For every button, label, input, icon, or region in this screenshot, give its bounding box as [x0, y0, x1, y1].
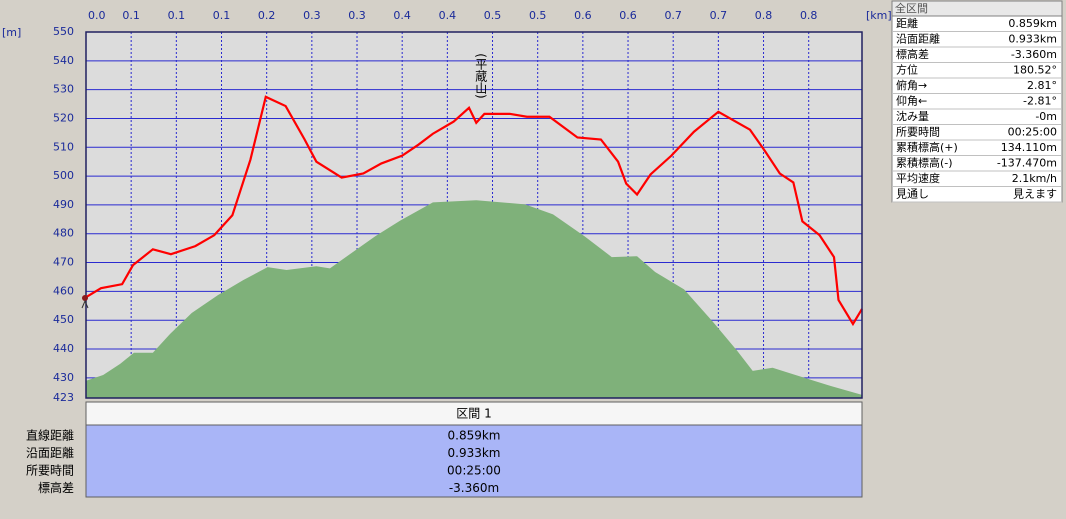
y-tick-label: 430 [53, 371, 74, 384]
y-tick-label: 470 [53, 256, 74, 269]
x-tick-label: 0.5 [529, 9, 547, 22]
info-label: 仰角← [896, 94, 927, 108]
row-label: 標高差 [38, 480, 74, 495]
info-label: 累積標高(-) [896, 156, 953, 170]
y-tick-label: 450 [53, 313, 74, 326]
info-label: 方位 [896, 63, 918, 77]
x-tick-label: 0.4 [439, 9, 457, 22]
section-body [85, 424, 863, 498]
info-value: 00:25:00 [1008, 126, 1057, 139]
x-tick-label: 0.0 [88, 9, 106, 22]
y-tick-label: 510 [53, 140, 74, 153]
x-tick-label: 0.6 [619, 9, 637, 22]
x-tick-label: 0.7 [710, 9, 728, 22]
info-value: -3.360m [1011, 48, 1057, 61]
info-label: 累積標高(+) [896, 140, 958, 154]
x-tick-label: 0.8 [800, 9, 818, 22]
info-value: 2.81° [1027, 79, 1057, 92]
info-label: 俯角→ [896, 78, 927, 92]
info-value: 2.1km/h [1012, 172, 1057, 185]
row-label: 所要時間 [26, 464, 74, 478]
y-tick-label: 540 [53, 54, 74, 67]
terrain-area [86, 200, 862, 398]
profile-line [85, 95, 863, 327]
info-rows: 距離 0.859km 沿面距離 0.933km 標高差 -3.360m 方位 180.52° 俯… [892, 16, 1062, 203]
x-tick-label: 0.7 [664, 9, 682, 22]
y-tick-label: 530 [53, 83, 74, 96]
x-tick-label: 0.1 [168, 9, 186, 22]
info-header-cell [891, 0, 1063, 17]
info-value: -0m [1035, 110, 1057, 123]
x-tick-label: 0.1 [213, 9, 231, 22]
info-label: 沈み量 [896, 109, 929, 123]
y-tick-label: 480 [53, 227, 74, 240]
y-tick-label: 460 [53, 284, 74, 297]
info-value: 0.859km [1008, 17, 1057, 30]
marks [85, 95, 863, 398]
section-table: 直線距離 0.859km 沿面距離 0.933km 所要時間 00:25:00 標高差 -3.… [26, 428, 501, 496]
info-label: 距離 [896, 16, 918, 30]
y-tick-label: 520 [53, 111, 74, 124]
row-label: 沿面距離 [26, 446, 74, 460]
x-tick-label: 0.1 [122, 9, 140, 22]
info-panel [891, 0, 1063, 203]
x-tick-label: 0.3 [303, 9, 321, 22]
annotation: (平蔵山) [474, 53, 488, 98]
y-tick-label: 550 [53, 25, 74, 38]
row-value: -3.360m [449, 481, 499, 495]
info-value: 180.52° [1013, 64, 1057, 77]
x-tick-label: 0.2 [258, 9, 276, 22]
info-value: -2.81° [1023, 95, 1057, 108]
start-marker [81, 295, 89, 309]
row-label: 直線距離 [26, 428, 74, 443]
x-axis-label: [km] [866, 9, 892, 22]
info-value: 134.110m [1001, 141, 1057, 154]
info-label: 所要時間 [896, 126, 940, 139]
info-value: 見えます [1013, 188, 1057, 201]
info-value: 0.933km [1008, 33, 1057, 46]
row-value: 00:25:00 [447, 464, 501, 478]
x-tick-label: 0.3 [348, 9, 366, 22]
info-label: 標高差 [896, 47, 929, 61]
row-value: 0.933km [448, 446, 501, 460]
info-label: 沿面距離 [896, 32, 940, 46]
x-tick-label: 0.5 [484, 9, 502, 22]
x-tick-label: 0.6 [574, 9, 592, 22]
x-tick-label: 0.8 [755, 9, 773, 22]
info-value: -137.470m [997, 157, 1057, 170]
section-header: 区間 1 [456, 407, 491, 421]
y-axis-label: [m] [2, 26, 21, 39]
x-tick-label: 0.4 [393, 9, 411, 22]
row-value: 0.859km [448, 429, 501, 443]
info-label: 平均速度 [896, 171, 940, 185]
info-title: 全区間 [895, 1, 928, 15]
y-tick-label: 423 [53, 391, 74, 404]
y-tick-label: 440 [53, 342, 74, 355]
info-label: 見通し [896, 188, 929, 201]
plot-frame [85, 31, 863, 399]
y-tick-label: 490 [53, 198, 74, 211]
y-tick-label: 500 [53, 169, 74, 182]
